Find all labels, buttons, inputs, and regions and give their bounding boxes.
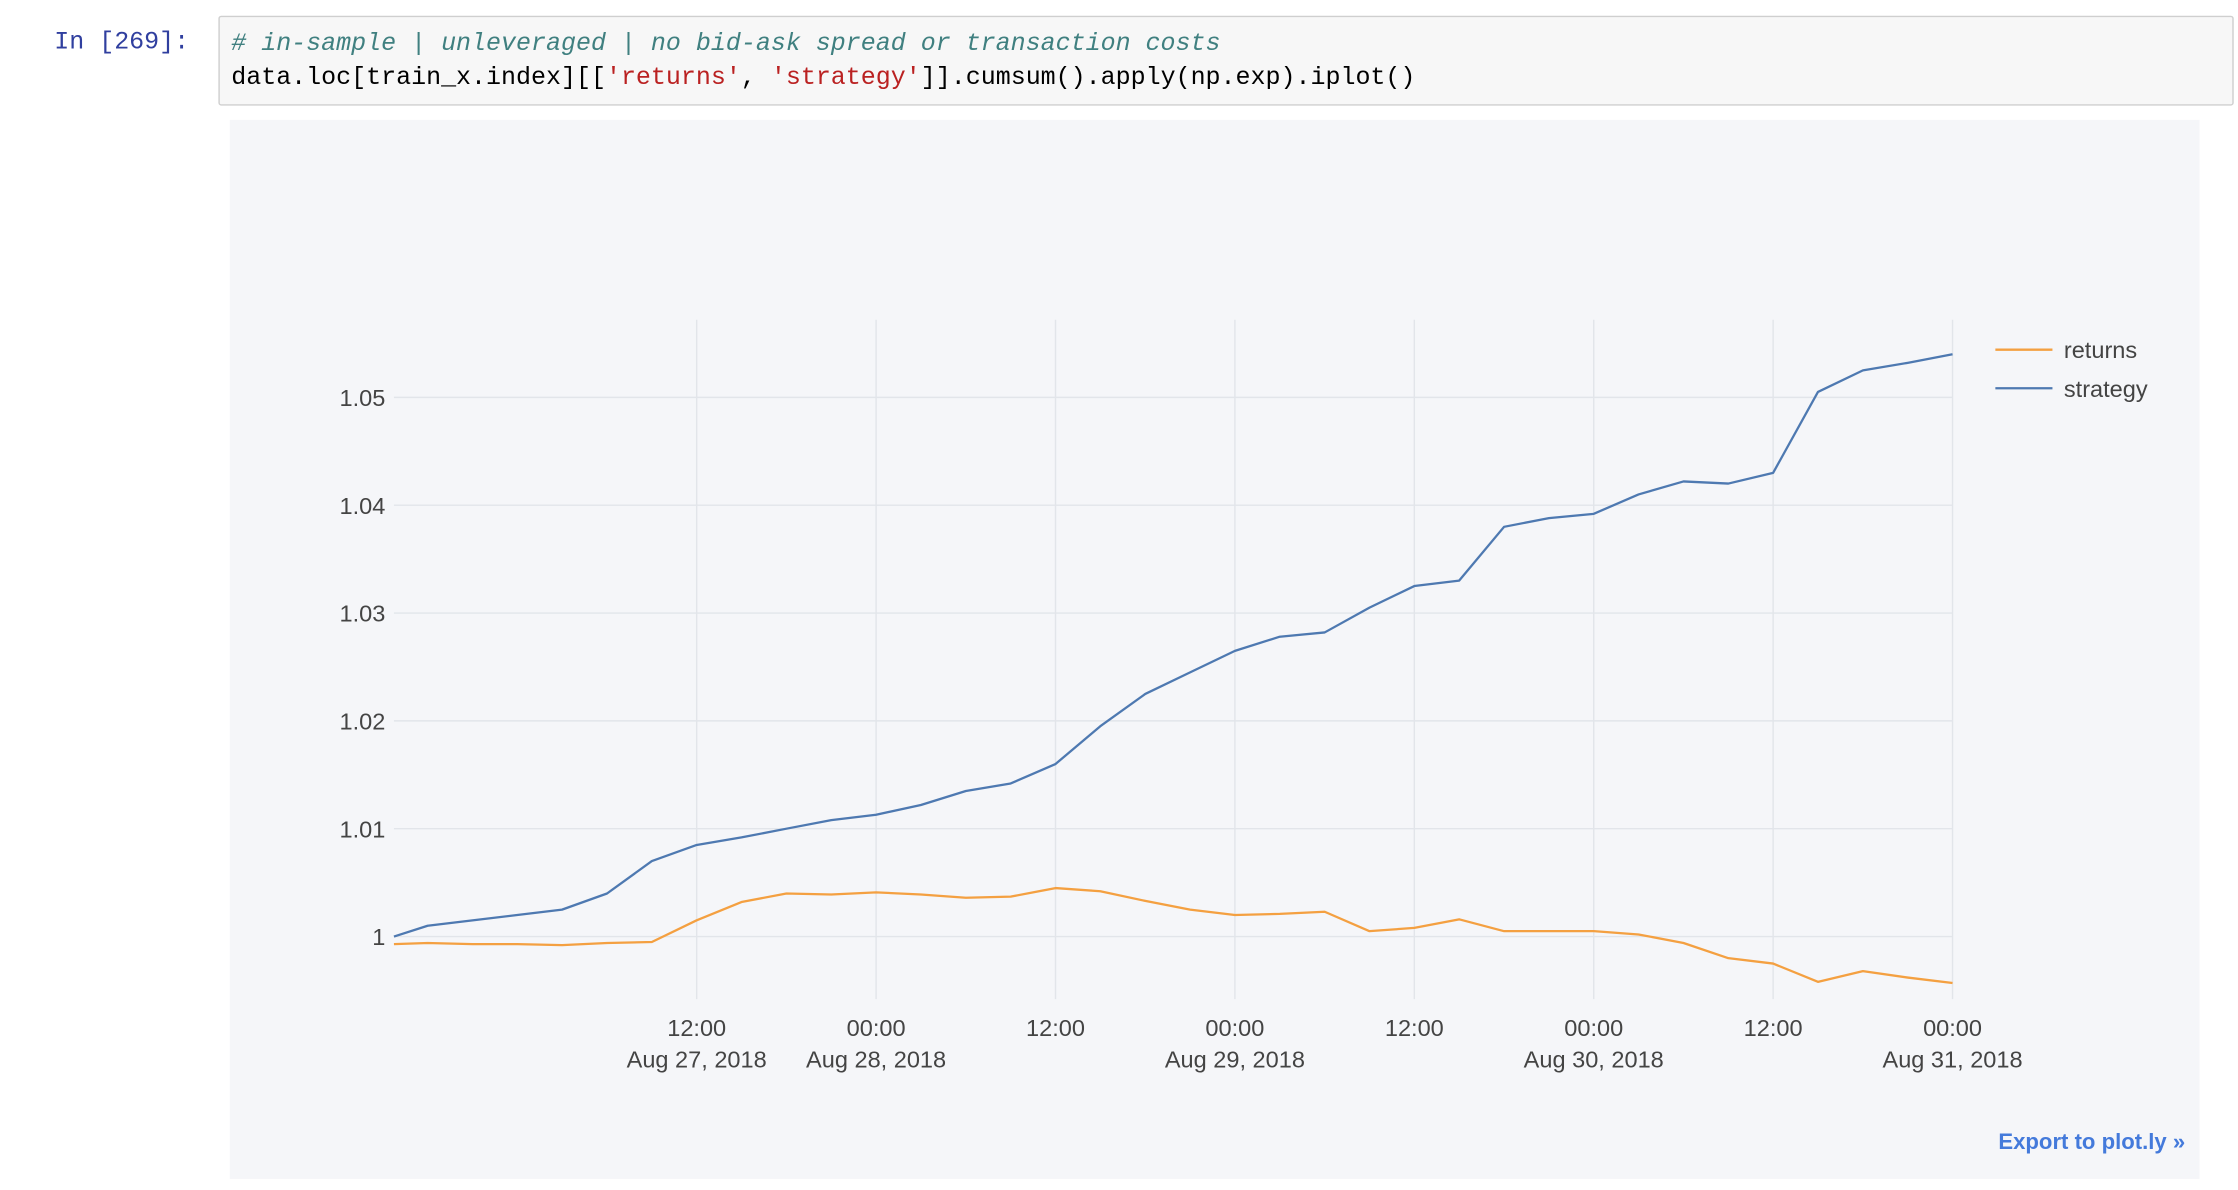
y-tick-label: 1 — [372, 924, 385, 950]
y-tick-label: 1.02 — [340, 708, 386, 734]
code-cell[interactable]: # in-sample | unleveraged | no bid-ask s… — [218, 15, 2234, 106]
x-tick-time-label: 00:00 — [847, 1015, 906, 1041]
code-string-strategy: 'strategy' — [770, 64, 921, 93]
code-comment: # in-sample | unleveraged | no bid-ask s… — [231, 29, 1221, 59]
y-tick-label: 1.03 — [340, 601, 386, 627]
x-tick-time-label: 00:00 — [1205, 1015, 1264, 1041]
series-line-strategy — [393, 353, 1953, 938]
x-tick-time-label: 12:00 — [1744, 1015, 1803, 1041]
line-chart: 12:00 Aug 27, 2018 00:00 Aug 28, 2018 12:00 0… — [340, 319, 2148, 1073]
export-to-plotly-link[interactable]: Export to plot.ly » — [1998, 1130, 2186, 1155]
y-tick-label: 1.01 — [340, 816, 386, 842]
code-part-3: ]].cumsum().apply(np.exp).iplot() — [920, 64, 1416, 93]
code-string-returns: 'returns' — [605, 64, 741, 93]
y-tick-label: 1.04 — [340, 493, 386, 519]
x-tick-time-label: 00:00 — [1564, 1015, 1623, 1041]
code-part-1: data.loc[train_x.index][[ — [231, 64, 606, 93]
legend-label-strategy: strategy — [2064, 376, 2148, 402]
legend-label-returns: returns — [2064, 337, 2137, 363]
x-tick-date-label: Aug 27, 2018 — [627, 1047, 767, 1073]
cell-prompt: In [269]: — [54, 28, 190, 58]
x-tick-date-label: Aug 31, 2018 — [1882, 1047, 2022, 1073]
x-tick-time-label: 12:00 — [667, 1015, 726, 1041]
x-tick-time-label: 12:00 — [1385, 1015, 1444, 1041]
x-tick-time-label: 00:00 — [1923, 1015, 1982, 1041]
code-statement-line: data.loc[train_x.index][['returns', 'str… — [231, 64, 1415, 93]
y-tick-label: 1.05 — [340, 385, 386, 411]
code-part-2: , — [740, 64, 771, 93]
code-comment-line: # in-sample | unleveraged | no bid-ask s… — [231, 30, 1220, 59]
x-tick-date-label: Aug 29, 2018 — [1165, 1047, 1305, 1073]
plot-output: 12:00 Aug 27, 2018 00:00 Aug 28, 2018 12:00 0… — [229, 119, 2200, 1179]
x-tick-date-label: Aug 30, 2018 — [1524, 1047, 1664, 1073]
x-tick-date-label: Aug 28, 2018 — [806, 1047, 946, 1073]
series-line-returns — [393, 886, 1953, 985]
x-tick-time-label: 12:00 — [1026, 1015, 1085, 1041]
